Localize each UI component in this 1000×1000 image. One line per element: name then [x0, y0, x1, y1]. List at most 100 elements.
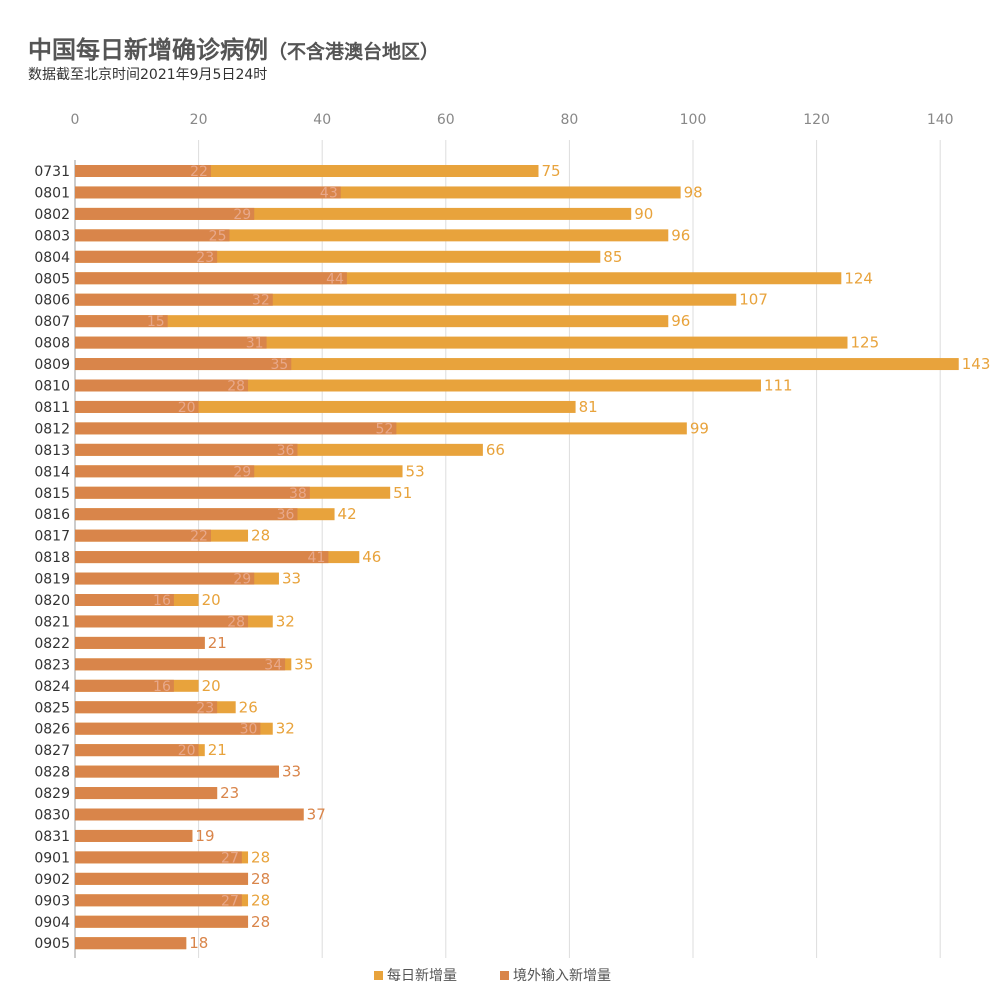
imported-bar: [75, 508, 298, 521]
total-value-label: 23: [220, 784, 239, 802]
legend-swatch-imported: [500, 971, 509, 980]
imported-value-label: 27: [221, 850, 239, 866]
total-value-label: 75: [542, 162, 561, 180]
imported-value-label: 28: [227, 614, 245, 630]
category-label: 0822: [34, 636, 70, 652]
imported-value-label: 35: [270, 357, 288, 373]
imported-bar: [75, 529, 211, 542]
total-value-label: 53: [406, 462, 425, 480]
category-label: 0824: [34, 679, 70, 695]
imported-value-label: 41: [308, 550, 326, 566]
category-label: 0829: [34, 786, 70, 802]
imported-value-label: 36: [277, 443, 295, 459]
imported-bar: [75, 379, 249, 392]
total-value-label: 125: [851, 334, 880, 352]
total-value-label: 28: [251, 527, 270, 545]
imported-value-label: 23: [196, 250, 214, 266]
category-label: 0807: [34, 314, 70, 330]
imported-bar: [75, 186, 341, 199]
imported-bar: [75, 722, 261, 735]
category-label: 0828: [34, 765, 70, 781]
imported-bar: [75, 615, 249, 628]
total-bar: [75, 336, 848, 349]
total-value-label: 51: [393, 484, 412, 502]
imported-value-label: 38: [289, 486, 307, 502]
imported-value-label: 52: [376, 421, 394, 437]
imported-bar: [75, 336, 267, 349]
total-value-label: 81: [579, 398, 598, 416]
imported-value-label: 34: [264, 657, 282, 673]
chart-title-note: （不含港澳台地区）: [268, 41, 440, 63]
imported-value-label: 29: [233, 464, 251, 480]
imported-value-label: 20: [178, 743, 196, 759]
category-label: 0801: [34, 185, 70, 201]
imported-bar: [75, 551, 329, 564]
total-value-label: 26: [239, 698, 258, 716]
category-label: 0830: [34, 808, 70, 824]
total-value-label: 21: [208, 741, 227, 759]
category-label: 0803: [34, 228, 70, 244]
imported-bar: [75, 636, 205, 649]
category-label: 0820: [34, 593, 70, 609]
imported-value-label: 16: [153, 593, 171, 609]
imported-value-label: 16: [153, 679, 171, 695]
category-label: 0827: [34, 743, 70, 759]
category-label: 0811: [34, 400, 70, 416]
x-tick-label: 40: [313, 112, 331, 128]
category-label: 0815: [34, 486, 70, 502]
x-tick-label: 0: [71, 112, 80, 128]
category-label: 0806: [34, 293, 70, 309]
category-label: 0810: [34, 379, 70, 395]
imported-bar: [75, 229, 230, 242]
category-label: 0813: [34, 443, 70, 459]
total-value-label: 18: [189, 934, 208, 952]
category-label: 0818: [34, 550, 70, 566]
category-label: 0821: [34, 614, 70, 630]
imported-bar: [75, 400, 199, 413]
category-label: 0823: [34, 657, 70, 673]
imported-bar: [75, 829, 193, 842]
imported-value-label: 20: [178, 400, 196, 416]
category-label: 0904: [34, 915, 70, 931]
category-label: 0802: [34, 207, 70, 223]
imported-bar: [75, 358, 292, 371]
imported-value-label: 27: [221, 893, 239, 909]
imported-bar: [75, 594, 174, 606]
category-label: 0905: [34, 936, 70, 952]
imported-value-label: 32: [252, 293, 270, 309]
total-value-label: 28: [251, 891, 270, 909]
imported-value-label: 28: [227, 379, 245, 395]
imported-bar: [75, 658, 286, 671]
imported-bar: [75, 315, 168, 328]
imported-bar: [75, 679, 174, 692]
imported-bar: [75, 572, 255, 585]
category-label: 0809: [34, 357, 70, 373]
imported-bar: [75, 894, 242, 907]
imported-bar: [75, 165, 211, 177]
legend-label-total: 每日新增量: [387, 968, 457, 984]
total-value-label: 107: [739, 291, 768, 309]
category-label: 0901: [34, 850, 70, 866]
imported-value-label: 44: [326, 271, 344, 287]
total-value-label: 85: [603, 248, 622, 266]
total-value-label: 33: [282, 763, 301, 781]
imported-bar: [75, 250, 218, 263]
total-value-label: 28: [251, 870, 270, 888]
imported-bar: [75, 422, 397, 435]
total-value-label: 21: [208, 634, 227, 652]
total-bar: [75, 400, 576, 413]
total-bar: [75, 315, 669, 328]
total-value-label: 37: [307, 806, 326, 824]
total-value-label: 143: [962, 355, 991, 373]
total-value-label: 96: [671, 226, 690, 244]
imported-value-label: 30: [240, 722, 258, 738]
imported-bar: [75, 207, 255, 220]
category-label: 0812: [34, 421, 70, 437]
imported-value-label: 29: [233, 207, 251, 223]
imported-value-label: 22: [190, 529, 208, 545]
category-label: 0805: [34, 271, 70, 287]
imported-bar: [75, 851, 242, 864]
x-tick-label: 120: [803, 112, 830, 128]
imported-value-label: 31: [246, 336, 264, 352]
